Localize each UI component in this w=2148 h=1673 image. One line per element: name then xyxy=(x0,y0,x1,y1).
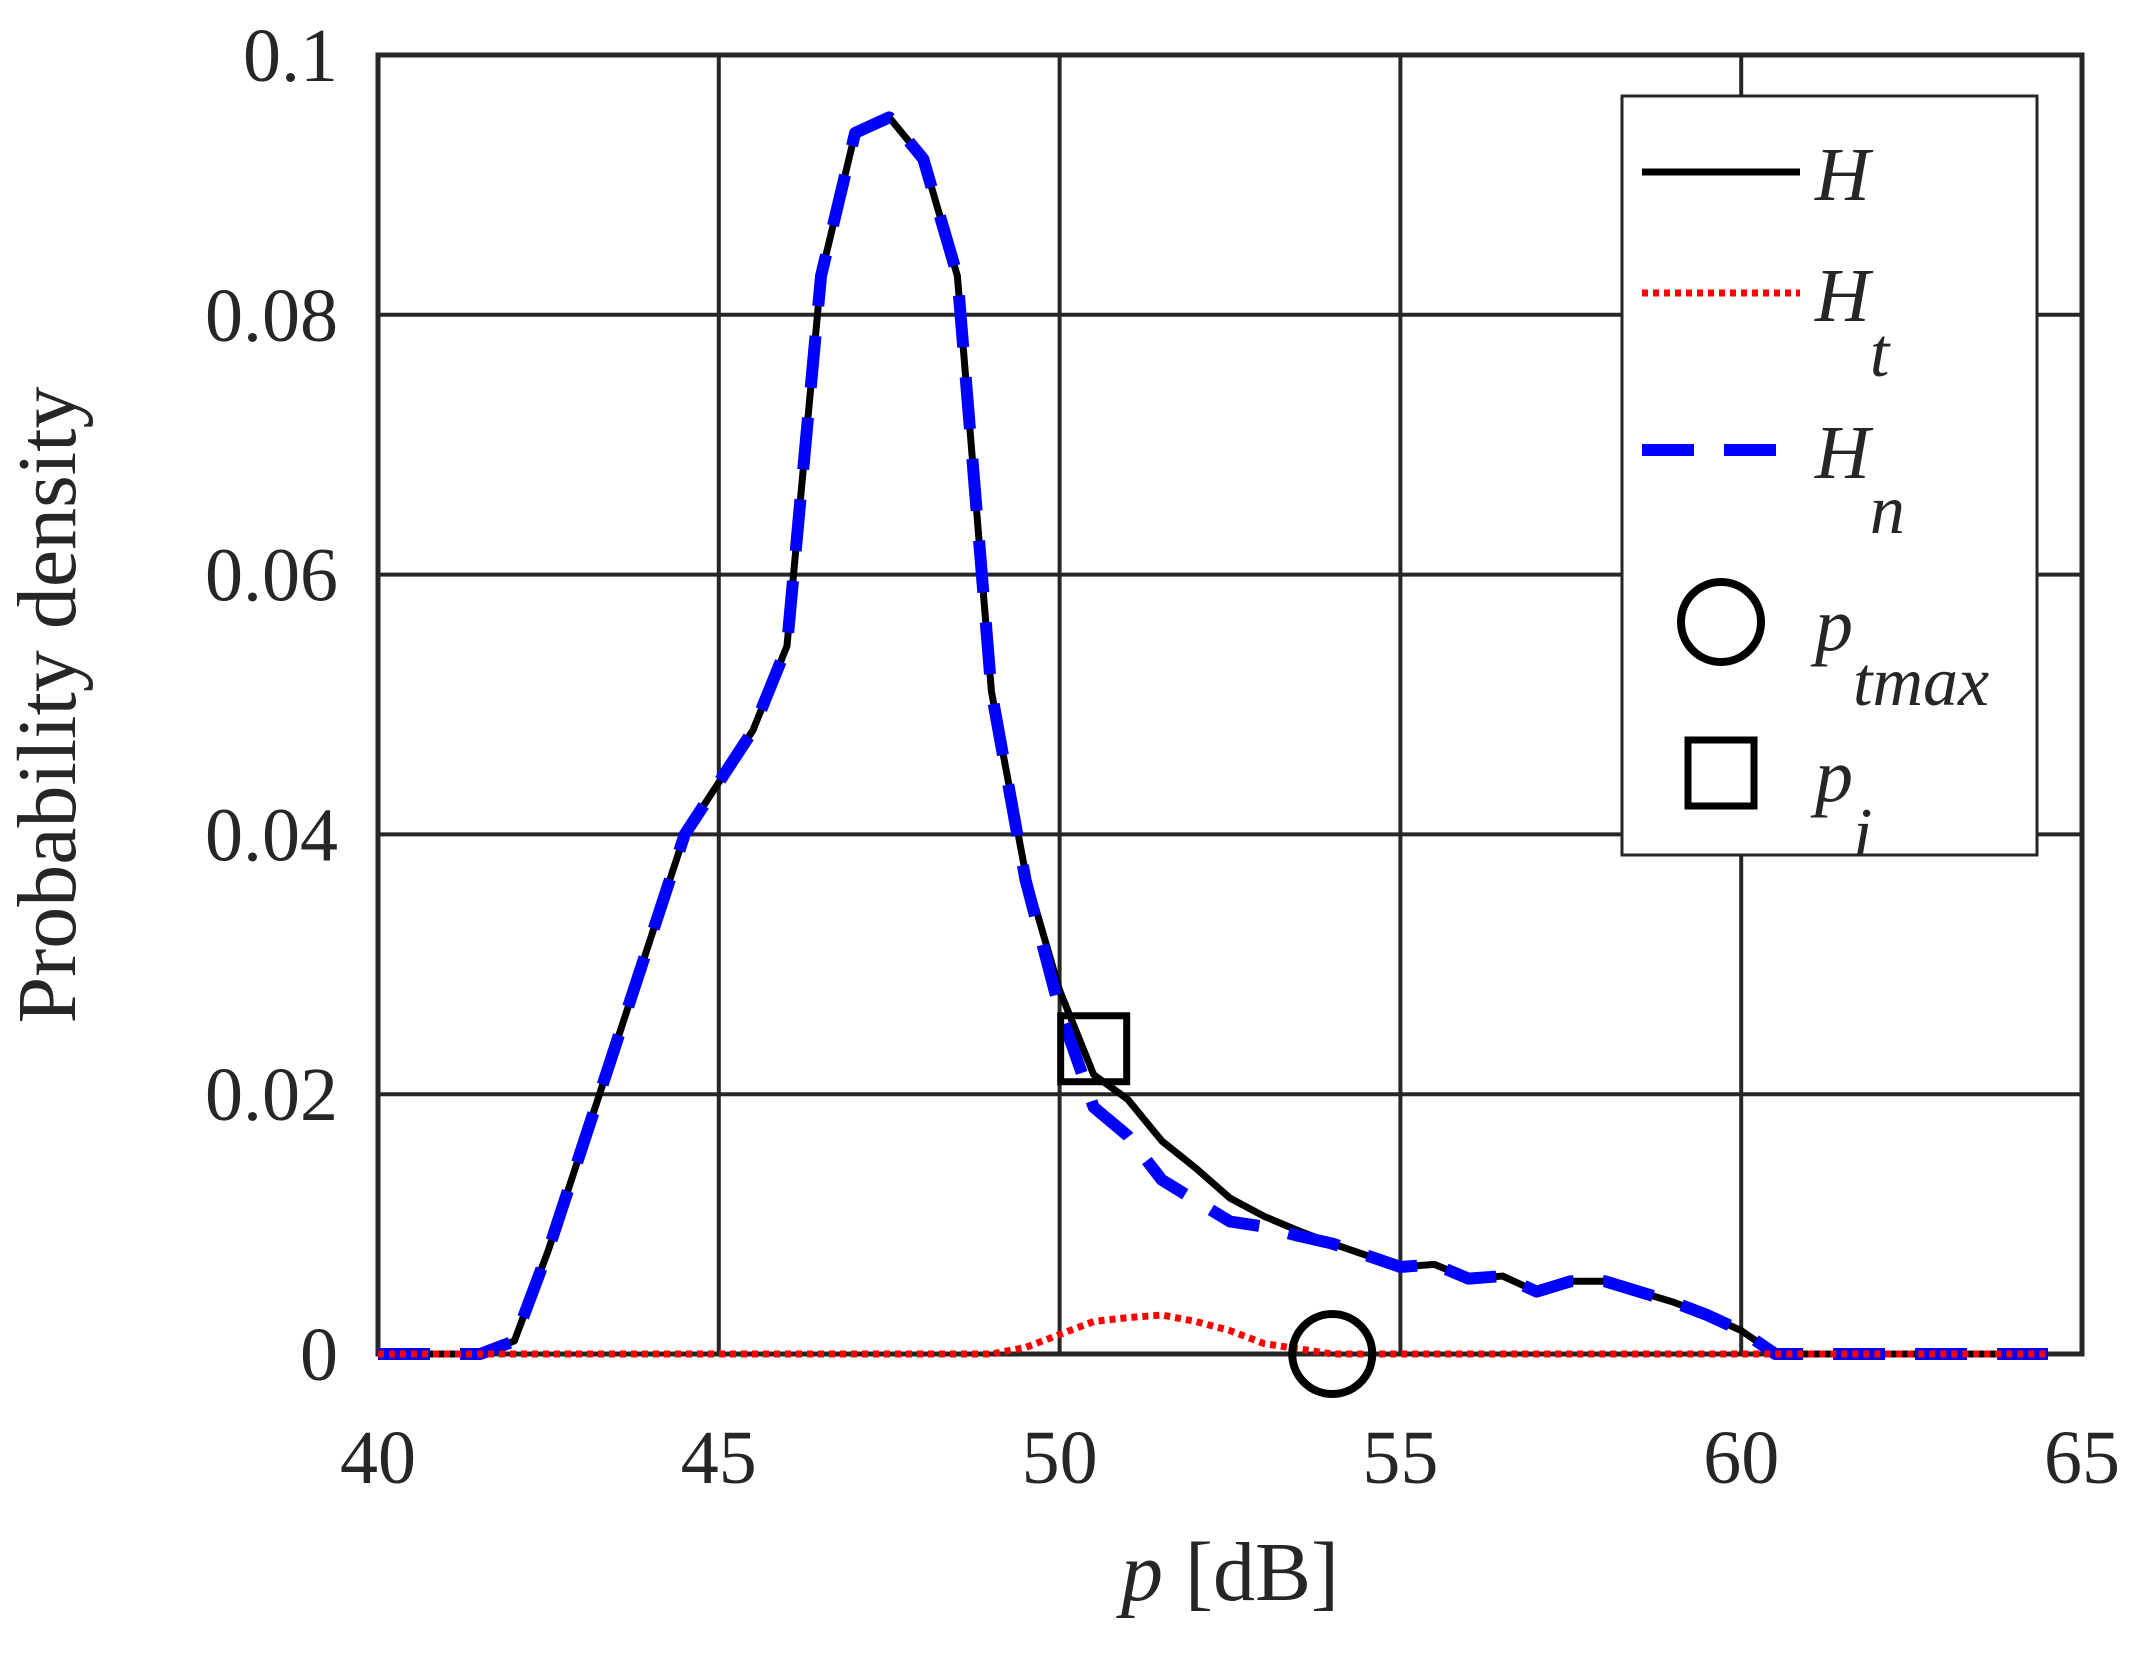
y-tick-label: 0.02 xyxy=(205,1053,338,1137)
legend-label: H xyxy=(1814,133,1874,217)
legend-subscript: tmax xyxy=(1853,644,1989,721)
series-line xyxy=(378,1311,2048,1358)
x-axis-symbol: p xyxy=(1116,1526,1163,1619)
y-tick-label: 0.08 xyxy=(205,274,338,358)
x-tick-label: 65 xyxy=(2044,1416,2120,1500)
marker-circle xyxy=(1288,1310,1377,1398)
legend-circle xyxy=(1677,578,1765,666)
x-axis-unit: [dB] xyxy=(1185,1526,1339,1619)
y-tick-label: 0.06 xyxy=(205,534,338,618)
legend-label: ptmax xyxy=(1810,583,1989,721)
legend-name: p xyxy=(1810,734,1853,818)
legend-name: p xyxy=(1810,583,1853,667)
x-tick-label: 55 xyxy=(1362,1416,1438,1500)
x-tick-label: 40 xyxy=(340,1416,416,1500)
marker-square xyxy=(1057,1012,1131,1086)
x-tick-label: 50 xyxy=(1022,1416,1098,1500)
legend-label: Hn xyxy=(1814,411,1905,549)
legend-name: H xyxy=(1814,411,1874,495)
legend-square xyxy=(1684,736,1758,810)
y-tick-label: 0.1 xyxy=(243,14,338,98)
series-line xyxy=(378,111,2048,1360)
x-axis-label: p [dB] xyxy=(1116,1526,1339,1619)
legend-label: Ht xyxy=(1814,254,1891,392)
x-tick-label: 60 xyxy=(1703,1416,1779,1500)
legend-subscript: t xyxy=(1870,315,1891,392)
y-axis-label: Probability density xyxy=(1,387,94,1024)
legend-name: H xyxy=(1814,133,1874,217)
legend-subscript: i xyxy=(1853,795,1872,872)
y-tick-label: 0.04 xyxy=(205,793,338,877)
legend-subscript: n xyxy=(1870,472,1905,549)
y-tick-label: 0 xyxy=(300,1313,338,1397)
x-tick-label: 45 xyxy=(681,1416,757,1500)
plot-frame xyxy=(375,52,2085,1357)
legend-name: H xyxy=(1814,254,1874,338)
legend-label: pi xyxy=(1810,734,1872,872)
legend-box xyxy=(1620,94,2039,857)
